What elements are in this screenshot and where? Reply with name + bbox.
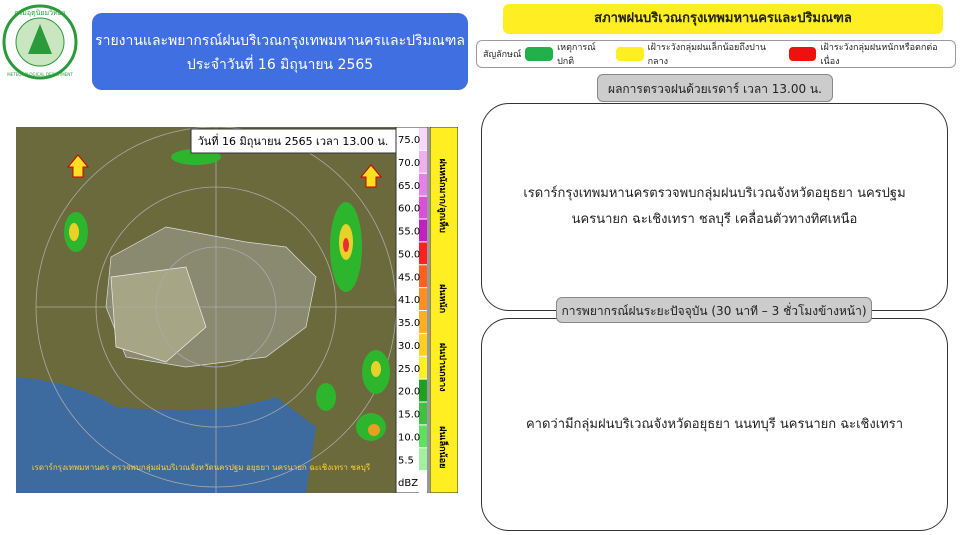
scale-group: ฝนหนัก [437,284,448,313]
scale-label: 50.0 [398,249,420,260]
scale-label: 45.0 [398,272,420,283]
scale-label: 15.0 [398,410,420,421]
title: รายงานและพยากรณ์ฝนบริเวณกรุงเทพมหานครและ… [95,33,465,49]
scale-swatch [419,402,427,425]
scale-swatch [419,173,427,196]
section-box: เรดาร์กรุงเทพมหานครตรวจพบกลุ่มฝนบริเวณจั… [481,103,948,311]
scale-swatch [419,356,427,379]
swatch [788,47,817,61]
scale-swatch [419,128,427,150]
status-title: สภาพฝนบริเวณกรุงเทพมหานครและปริมณฑล [503,4,943,34]
scale-label: 35.0 [398,318,420,329]
map-timestamp: วันที่ 16 มิถุนายน 2565 เวลา 13.00 น. [198,133,389,148]
header: รายงานและพยากรณ์ฝนบริเวณกรุงเทพมหานครและ… [92,13,468,90]
scale-swatch [419,448,427,471]
legend-item: เหตุการณ์ปกติ [557,43,596,67]
scale-group: ฝนหนักมาก/ลูกเห็บ [437,158,450,233]
scale-label: 60.0 [398,204,420,215]
scale-label: 41.0 [398,295,420,306]
scale-label: 75.0 [398,135,420,146]
scale-swatch [419,425,427,448]
scale-label: 5.5 [398,455,414,466]
swatch [615,47,644,61]
scale-swatch [419,333,427,356]
legend-item: เฝ้าระวังกลุ่มฝนเล็กน้อยถึงปานกลาง [647,43,767,67]
scale-label: 30.0 [398,341,420,352]
scale-swatch [419,288,427,310]
scale-swatch [419,150,427,173]
legend: สัญลักษณ์ เหตุการณ์ปกติ เฝ้าระวังกลุ่มฝน… [476,40,956,68]
scale-swatch [419,379,427,402]
date: ประจำวันที่ 16 มิถุนายน 2565 [186,57,374,73]
scale-swatch [419,219,427,242]
scale-group: ฝนเล็กน้อย [437,426,450,468]
section-label: การพยากรณ์ฝนระยะปัจจุบัน (30 นาที – 3 ชั… [556,297,872,323]
map-caption: เรดาร์กรุงเทพมหานคร ตรวจพบกลุ่มฝนบริเวณจ… [32,462,371,472]
radar-map: วันที่ 16 มิถุนายน 2565 เวลา 13.00 น. เร… [16,127,458,493]
scale-label: 10.0 [398,432,420,443]
scale-label: 70.0 [398,158,420,169]
legend-label: สัญลักษณ์ [483,50,522,60]
logo-en: METEOROLOGICAL DEPARTMENT [7,72,73,77]
scale-label: 65.0 [398,181,420,192]
scale-swatch [419,242,427,265]
logo: กรมอุตุนิยมวิทยา METEOROLOGICAL DEPARTME… [2,4,78,80]
scale-swatch [419,196,427,219]
scale-swatch [419,265,427,288]
section-box: คาดว่ามีกลุ่มฝนบริเวณจังหวัดอยุธยา นนทบุ… [481,318,948,531]
scale-group: ฝนปานกลาง [437,343,448,392]
legend-item: เฝ้าระวังกลุ่มฝนหนักหรือตกต่อเนื่อง [820,43,938,67]
scale-label: 20.0 [398,387,420,398]
scale-label: 25.0 [398,364,420,375]
section-label: ผลการตรวจฝนด้วยเรดาร์ เวลา 13.00 น. [597,74,833,102]
logo-th: กรมอุตุนิยมวิทยา [14,9,66,17]
scale-label: 55.0 [398,227,420,238]
swatch [525,47,554,61]
scale-swatch [419,311,427,333]
section-text: คาดว่ามีกลุ่มฝนบริเวณจังหวัดอยุธยา นนทบุ… [525,416,904,432]
scale-label: dBZ [398,478,418,489]
section-text: เรดาร์กรุงเทพมหานครตรวจพบกลุ่มฝนบริเวณจั… [523,186,906,227]
scale-swatch [419,471,427,493]
